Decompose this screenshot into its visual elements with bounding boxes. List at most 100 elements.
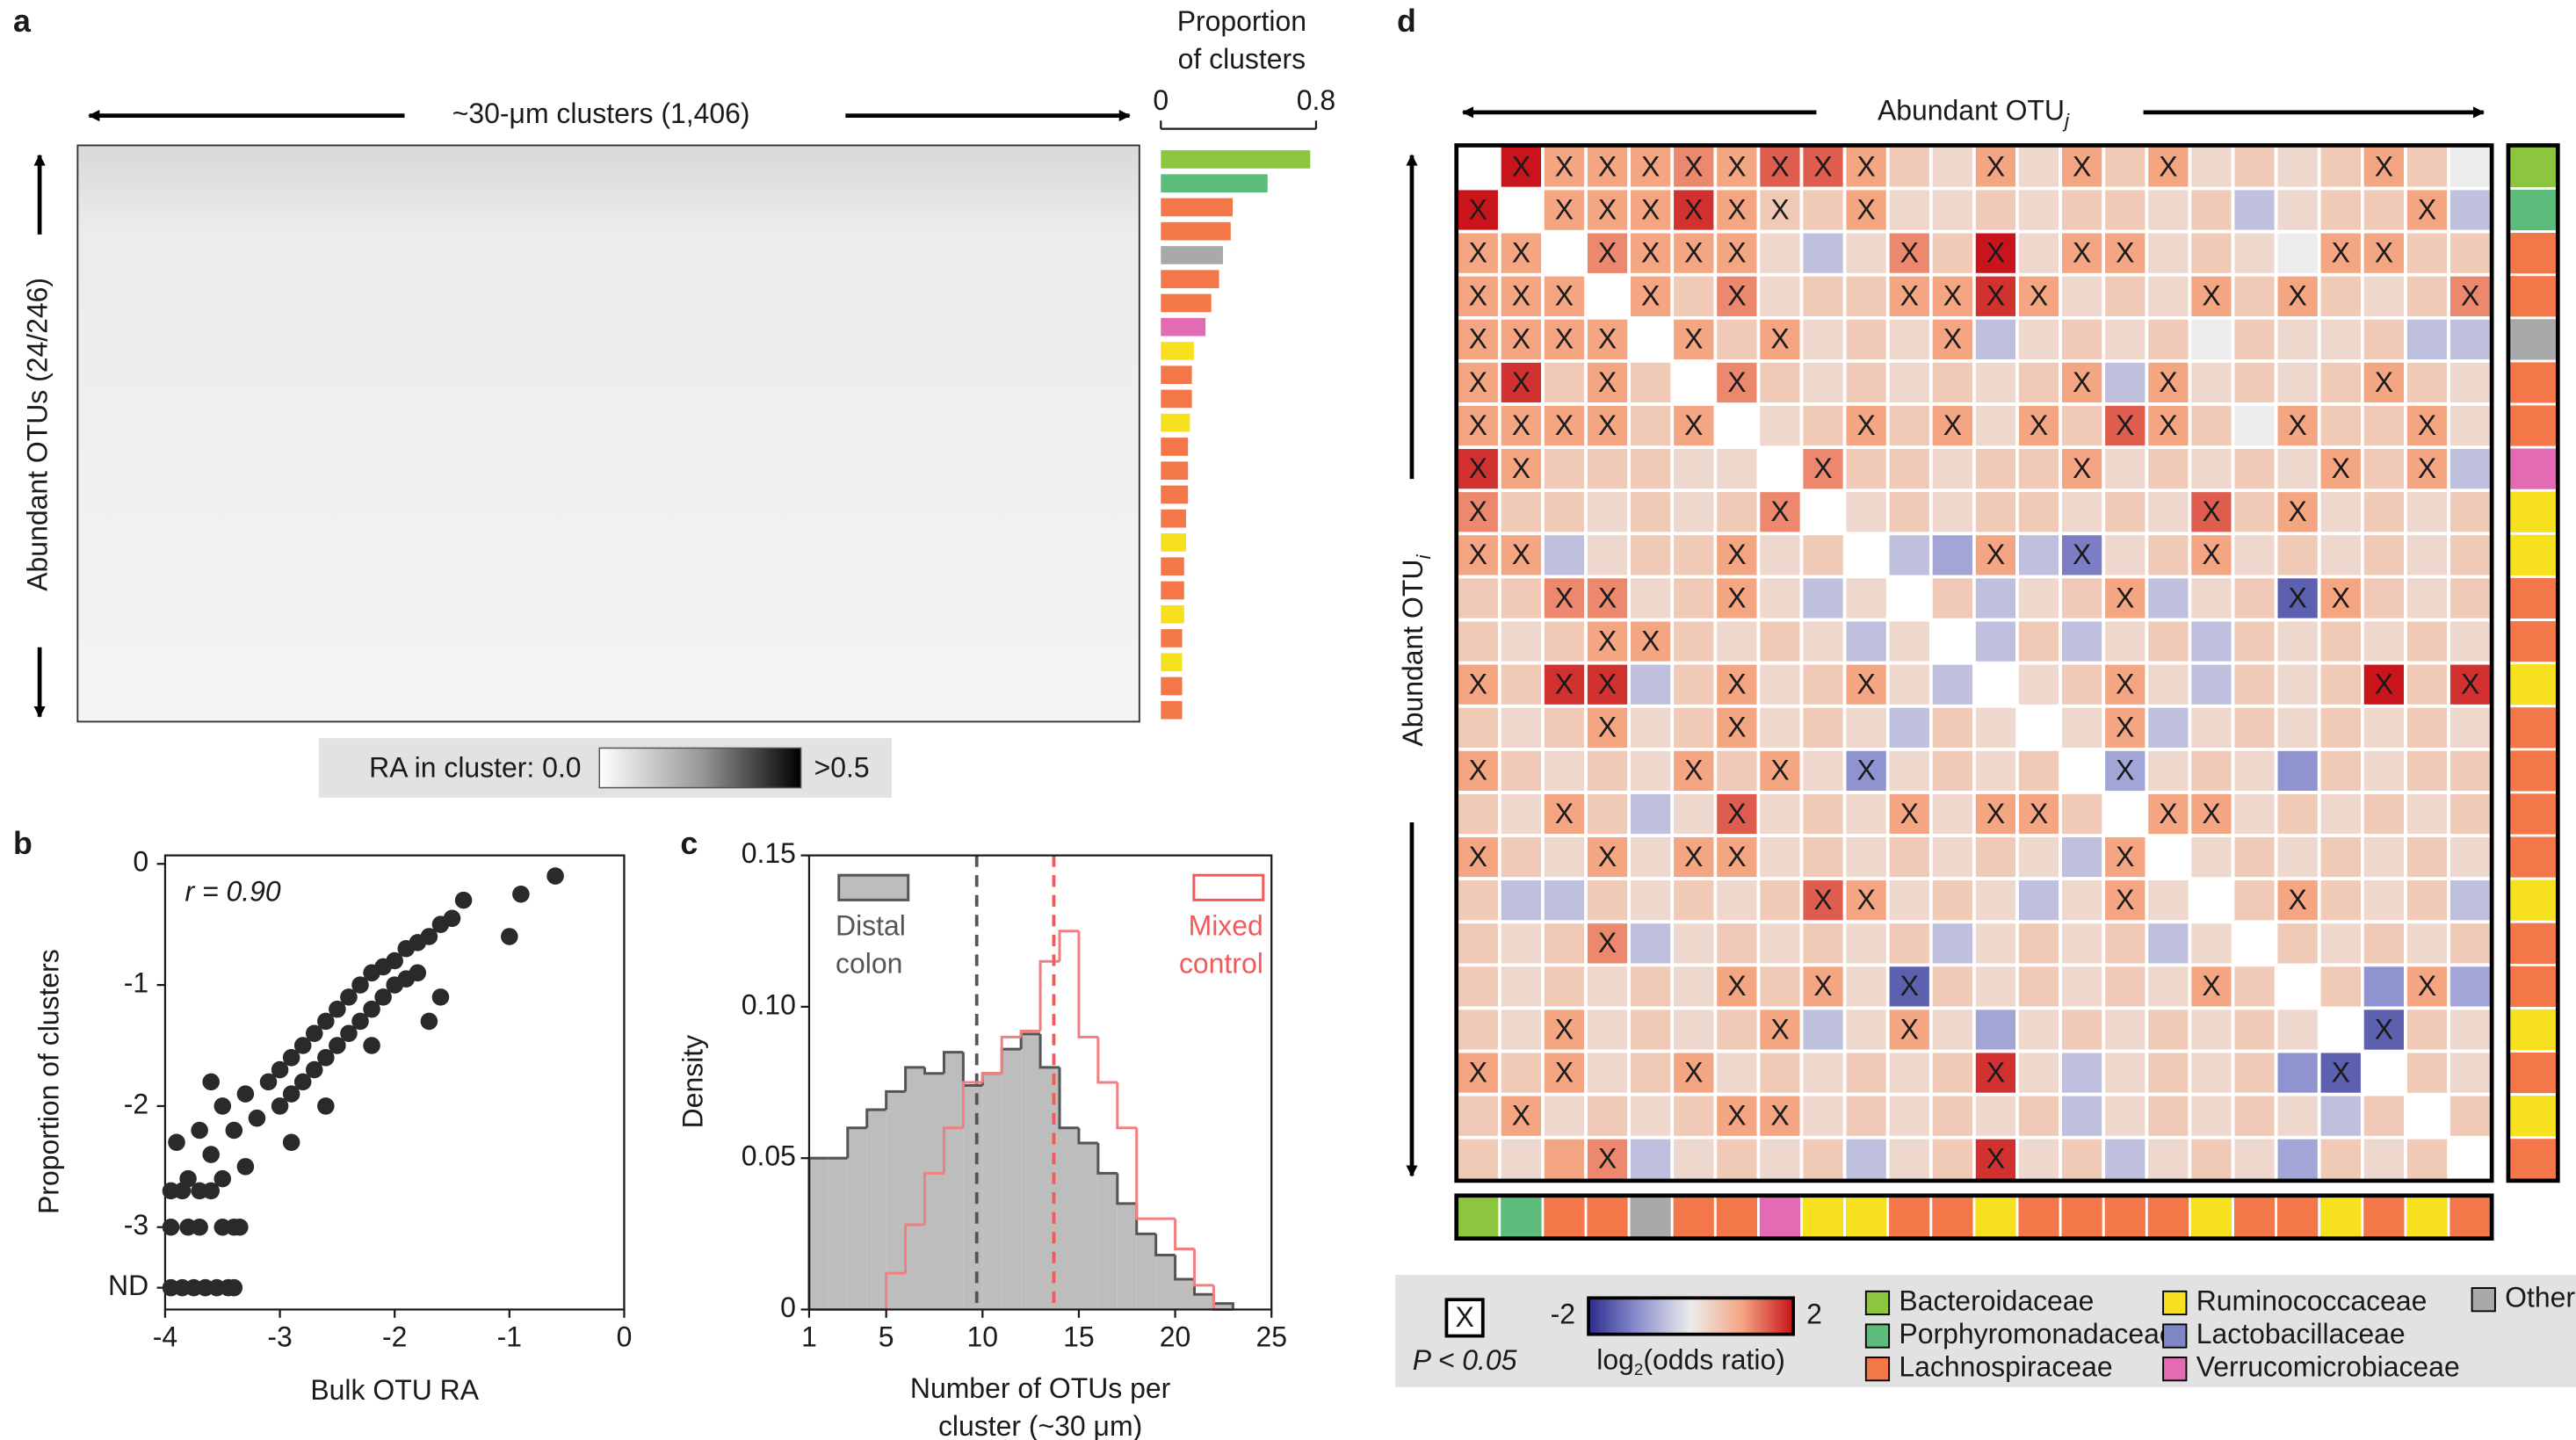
odds-colorbar xyxy=(1587,1296,1796,1336)
cell xyxy=(1541,575,1588,622)
sig-mark: X xyxy=(1727,280,1746,312)
x-tick-label: 0.8 xyxy=(1297,84,1335,116)
bar xyxy=(1161,150,1311,169)
cell xyxy=(2059,1092,2106,1140)
cell xyxy=(1799,402,1847,450)
cell xyxy=(1497,488,1545,536)
cell xyxy=(2015,575,2063,622)
cell xyxy=(2404,791,2450,837)
cell xyxy=(2059,445,2106,493)
sig-mark: X xyxy=(1555,280,1574,312)
cell xyxy=(2360,488,2407,536)
cell xyxy=(2360,704,2407,751)
cell xyxy=(1454,575,1501,622)
hist-step xyxy=(1154,1234,1176,1256)
cell xyxy=(2360,1135,2407,1183)
cell xyxy=(2404,186,2450,234)
cell xyxy=(1541,618,1588,665)
hist-bar xyxy=(828,1158,848,1310)
sig-mark: X xyxy=(2116,237,2134,269)
cell xyxy=(1627,834,1675,881)
hist-step xyxy=(904,1223,925,1274)
hist-step xyxy=(1135,1127,1156,1220)
cell xyxy=(1541,963,1588,1010)
point xyxy=(420,928,438,945)
x-tick-label: 15 xyxy=(1063,1321,1095,1353)
cell xyxy=(1972,834,2019,881)
cell xyxy=(1842,791,1890,837)
cell xyxy=(1928,963,1976,1010)
cell xyxy=(2274,445,2321,493)
cell xyxy=(2447,1049,2494,1096)
hist-step xyxy=(923,1171,944,1225)
cell xyxy=(2059,315,2106,363)
cell xyxy=(2360,834,2407,881)
legend-label: Lactobacillaceae xyxy=(2196,1318,2406,1350)
sig-mark: X xyxy=(1857,409,1876,441)
hist-step xyxy=(865,1108,886,1128)
bar xyxy=(1161,581,1184,600)
cell xyxy=(2447,1092,2494,1140)
cell xyxy=(2447,834,2494,881)
panel-letter: a xyxy=(13,4,32,39)
cell xyxy=(1842,402,1890,450)
y-tick-label: 0.15 xyxy=(742,837,796,869)
cell xyxy=(1972,1092,2019,1140)
cell xyxy=(2360,747,2407,794)
cell xyxy=(1497,791,1545,837)
cell xyxy=(2360,920,2407,967)
sig-mark: X xyxy=(1813,452,1832,484)
cell xyxy=(2188,186,2235,234)
cell xyxy=(2059,877,2106,924)
sig-mark: X xyxy=(2202,798,2220,829)
cell xyxy=(2145,445,2192,493)
y-label: Abundant OTUs (24/246) xyxy=(22,278,54,591)
cell xyxy=(1670,877,1718,924)
cell xyxy=(2447,445,2494,493)
row-family xyxy=(2507,445,2559,492)
cell xyxy=(1713,359,1761,406)
cell xyxy=(2404,877,2450,924)
cell xyxy=(1670,791,1718,837)
cell xyxy=(2447,532,2494,579)
cell xyxy=(2274,229,2321,277)
cell xyxy=(1842,445,1890,493)
bar xyxy=(1161,438,1189,456)
cell xyxy=(1584,963,1631,1010)
sig-mark: X xyxy=(2073,237,2091,269)
cell xyxy=(1584,1006,1631,1053)
y-label: Abundant OTUi xyxy=(1397,554,1435,747)
cell xyxy=(1497,1135,1545,1183)
sig-mark: X xyxy=(1469,237,1487,269)
col-family xyxy=(1972,1194,2019,1241)
cell xyxy=(2231,488,2278,536)
cell xyxy=(2145,791,2192,837)
sig-mark: X xyxy=(1641,150,1660,182)
sig-mark: X xyxy=(1555,582,1574,613)
col-family xyxy=(1498,1194,1545,1241)
cell xyxy=(1928,575,1976,622)
row-family xyxy=(2507,230,2559,277)
hist-bar xyxy=(1136,1234,1156,1310)
cell xyxy=(1541,315,1588,363)
bar xyxy=(1161,604,1184,624)
cell xyxy=(1454,704,1501,751)
sig-mark: X xyxy=(2375,669,2393,700)
cell xyxy=(1885,877,1933,924)
legend-label: Lachnospiraceae xyxy=(1899,1351,2112,1383)
bar xyxy=(1161,509,1186,528)
bar xyxy=(1161,317,1206,336)
cell xyxy=(1584,445,1631,493)
cell xyxy=(2102,488,2149,536)
row-family xyxy=(2507,575,2559,621)
cell xyxy=(1842,1006,1890,1053)
cell xyxy=(2360,1092,2407,1140)
cell xyxy=(1928,747,1976,794)
point xyxy=(512,885,530,903)
cell xyxy=(1541,1092,1588,1140)
sig-mark: X xyxy=(1469,669,1487,700)
cell xyxy=(1885,315,1933,363)
cell xyxy=(1928,1006,1976,1053)
x-tick-label: 0 xyxy=(617,1321,633,1353)
legend-swatch xyxy=(837,873,910,901)
